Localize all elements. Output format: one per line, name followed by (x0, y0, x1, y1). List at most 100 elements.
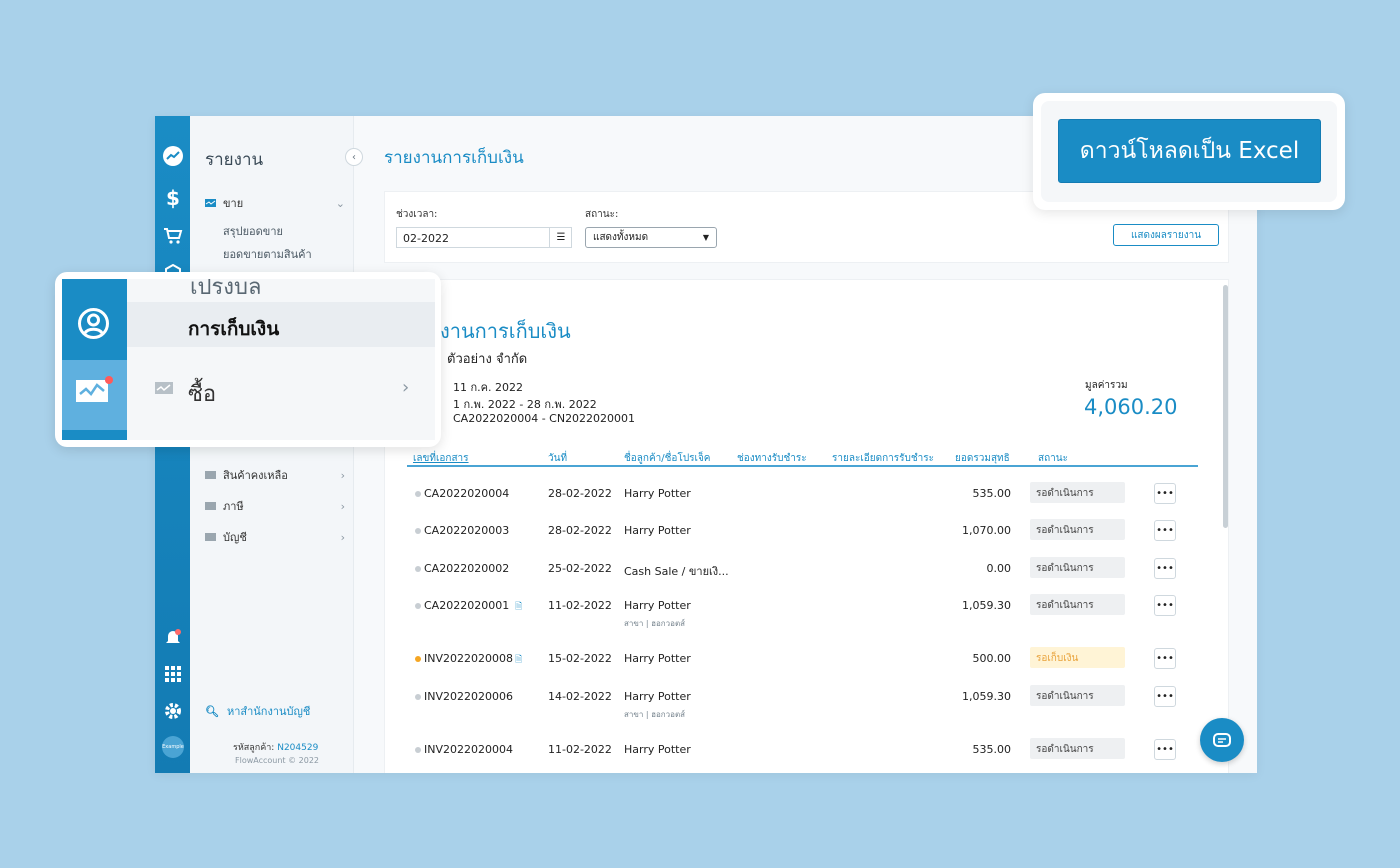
sidebar-title: รายงาน (205, 150, 264, 170)
doc-number-link[interactable]: CA2022020002 (424, 562, 510, 575)
dollar-icon[interactable]: $ (166, 186, 180, 210)
row-date: 15-02-2022 (548, 652, 612, 665)
sidebar-group-label: บัญชี (223, 531, 247, 544)
column-header-channel[interactable]: ช่องทางรับชำระ (737, 453, 807, 464)
document-icon[interactable]: 🗎︎ (515, 655, 523, 665)
sidebar-group-inventory[interactable]: สินค้าคงเหลือ › (205, 466, 345, 484)
doc-number-link[interactable]: CA2022020004 (424, 487, 510, 500)
company-name: ตัวอย่าง จำกัด (447, 352, 528, 367)
page-title: รายงานการเก็บเงิน (384, 148, 524, 168)
table-header: เลขที่เอกสาร วันที่ ชื่อลูกค้า/ชื่อโปรเจ… (407, 449, 1198, 467)
overlay-buy-item[interactable]: ซื้อ (188, 382, 217, 407)
sidebar-group-tax[interactable]: ภาษี › (205, 497, 345, 515)
collapse-sidebar-button[interactable]: ‹ (345, 148, 363, 166)
apps-grid-icon[interactable] (162, 663, 184, 685)
more-options-button[interactable]: ••• (1154, 483, 1176, 504)
doc-number-link[interactable]: INV2022020008 (424, 652, 513, 665)
row-amount: 500.00 (972, 652, 1012, 665)
total-label: มูลค่ารวม (1085, 380, 1128, 391)
status-dot (415, 528, 421, 534)
more-options-button[interactable]: ••• (1154, 595, 1176, 616)
scrollbar[interactable] (1223, 285, 1228, 528)
doc-number-link[interactable]: INV2022020006 (424, 690, 513, 703)
table-row[interactable]: CA2022020002 25-02-2022 Cash Sale / ขายเงิ… (407, 557, 1198, 590)
search-icon: 🔍︎ (205, 704, 219, 718)
period-label: ช่วงเวลา: (396, 209, 438, 220)
more-options-button[interactable]: ••• (1154, 558, 1176, 579)
monitor-icon (205, 199, 216, 207)
date-range: 1 ก.พ. 2022 - 28 ก.พ. 2022 (453, 398, 597, 411)
row-customer: Harry Potter (624, 743, 691, 756)
overlay-active-row[interactable] (127, 302, 435, 347)
period-input[interactable]: 02-2022 (396, 227, 572, 248)
chevron-down-icon: ▼ (702, 233, 709, 242)
row-customer: Harry Potter (624, 524, 691, 537)
column-header-date[interactable]: วันที่ (548, 453, 568, 464)
doc-number-link[interactable]: CA2022020003 (424, 524, 510, 537)
status-dot (415, 694, 421, 700)
column-header-amount[interactable]: ยอดรวมสุทธิ (955, 453, 1010, 464)
more-options-button[interactable]: ••• (1154, 520, 1176, 541)
sidebar-item-sales-by-product[interactable]: ยอดขายตามสินค้า (223, 248, 312, 261)
chevron-left-icon: ‹ (352, 151, 356, 163)
column-header-details[interactable]: รายละเอียดการรับชำระ (832, 453, 935, 464)
sidebar-group-sales[interactable]: ขาย ⌄ (205, 194, 345, 212)
status-dot (415, 566, 421, 572)
chat-button[interactable] (1200, 718, 1244, 762)
sidebar-group-label: สินค้าคงเหลือ (223, 469, 288, 482)
more-options-button[interactable]: ••• (1154, 739, 1176, 760)
chart-logo-icon[interactable] (162, 145, 184, 167)
sidebar-item-sales-summary[interactable]: สรุปยอดขาย (223, 225, 283, 238)
report-card: งานการเก็บเงิน ตัวอย่าง จำกัด 11 ก.ค. 20… (384, 279, 1229, 773)
avatar[interactable]: Example (162, 736, 184, 758)
more-options-button[interactable]: ••• (1154, 686, 1176, 707)
column-header-doc[interactable]: เลขที่เอกสาร (413, 453, 469, 464)
status-badge: รอดำเนินการ (1030, 482, 1125, 503)
row-customer: Cash Sale / ขายเงิ... (624, 565, 729, 578)
doc-number-link[interactable]: CA2022020001 (424, 599, 510, 612)
zoom-overlay-inner: เปรงบล การเก็บเงิน ซื้อ › (62, 279, 435, 440)
column-header-customer[interactable]: ชื่อลูกค้า/ชื่อโปรเจ็ค (624, 453, 711, 464)
customer-code-label: รหัสลูกค้า: (233, 743, 275, 753)
cart-icon[interactable] (162, 225, 184, 247)
show-report-button[interactable]: แสดงผลรายงาน (1113, 224, 1219, 246)
main-content: รายงานการเก็บเงิน ช่วงเวลา: 02-2022 ☰ สถ… (354, 116, 1257, 773)
user-circle-icon[interactable] (77, 307, 110, 340)
bell-icon[interactable] (162, 626, 184, 648)
table-row[interactable]: CA2022020001 🗎︎ 11-02-2022 Harry Potter สาขา… (407, 594, 1198, 628)
status-select[interactable]: แสดงทั้งหมด ▼ (585, 227, 717, 248)
monitor-icon (205, 502, 216, 510)
row-customer: Harry Potter (624, 652, 691, 665)
status-badge: รอดำเนินการ (1030, 519, 1125, 540)
status-badge: รอดำเนินการ (1030, 594, 1125, 615)
row-amount: 535.00 (972, 487, 1012, 500)
table-row[interactable]: INV2022020004 11-02-2022 Harry Potter 535.0… (407, 738, 1198, 771)
status-badge: รอดำเนินการ (1030, 685, 1125, 706)
status-dot (415, 603, 421, 609)
more-options-button[interactable]: ••• (1154, 648, 1176, 669)
customer-code: รหัสลูกค้า: N204529 (233, 740, 318, 754)
find-accountant-link[interactable]: 🔍︎ หาสำนักงานบัญชี (205, 702, 310, 720)
row-customer: Harry Potter (624, 487, 691, 500)
column-header-status[interactable]: สถานะ (1038, 453, 1068, 464)
sidebar-group-accounting[interactable]: บัญชี › (205, 528, 345, 546)
download-excel-button[interactable]: ดาวน์โหลดเป็น Excel (1058, 119, 1321, 183)
table-row[interactable]: INV2022020008 🗎︎ 15-02-2022 Harry Potter 500… (407, 647, 1198, 680)
calendar-button[interactable]: ☰ (549, 227, 572, 248)
status-dot (415, 491, 421, 497)
row-customer: Harry Potter (624, 599, 691, 612)
chevron-right-icon: › (340, 499, 345, 513)
table-row[interactable]: CA2022020004 28-02-2022 Harry Potter 535.00… (407, 482, 1198, 515)
status-badge: รอเก็บเงิน (1030, 647, 1125, 668)
customer-code-value: N204529 (277, 743, 319, 753)
chevron-right-icon: › (340, 468, 345, 482)
row-date: 11-02-2022 (548, 599, 612, 612)
gear-icon[interactable] (162, 700, 184, 722)
status-label: สถานะ: (585, 209, 619, 220)
chevron-right-icon: › (402, 377, 410, 398)
sidebar-group-label: ขาย (223, 197, 244, 210)
document-icon[interactable]: 🗎︎ (515, 602, 523, 612)
table-row[interactable]: INV2022020006 14-02-2022 Harry Potter สาขา … (407, 685, 1198, 719)
table-row[interactable]: CA2022020003 28-02-2022 Harry Potter 1,070.… (407, 519, 1198, 552)
doc-number-link[interactable]: INV2022020004 (424, 743, 513, 756)
